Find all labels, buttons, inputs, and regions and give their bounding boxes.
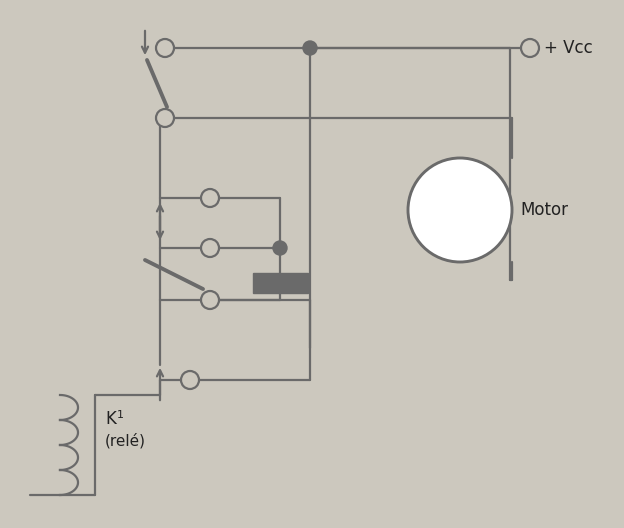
Circle shape	[156, 39, 174, 57]
Text: 1: 1	[117, 410, 124, 420]
Circle shape	[201, 189, 219, 207]
Circle shape	[201, 291, 219, 309]
Text: (relé): (relé)	[105, 433, 146, 448]
Circle shape	[273, 241, 287, 255]
Circle shape	[408, 158, 512, 262]
Circle shape	[521, 39, 539, 57]
Text: + Vcc: + Vcc	[544, 39, 593, 57]
Circle shape	[303, 41, 317, 55]
Circle shape	[181, 371, 199, 389]
Circle shape	[156, 109, 174, 127]
Text: K: K	[105, 410, 116, 428]
Circle shape	[201, 239, 219, 257]
Bar	[253, 273, 308, 293]
Text: Motor: Motor	[520, 201, 568, 219]
